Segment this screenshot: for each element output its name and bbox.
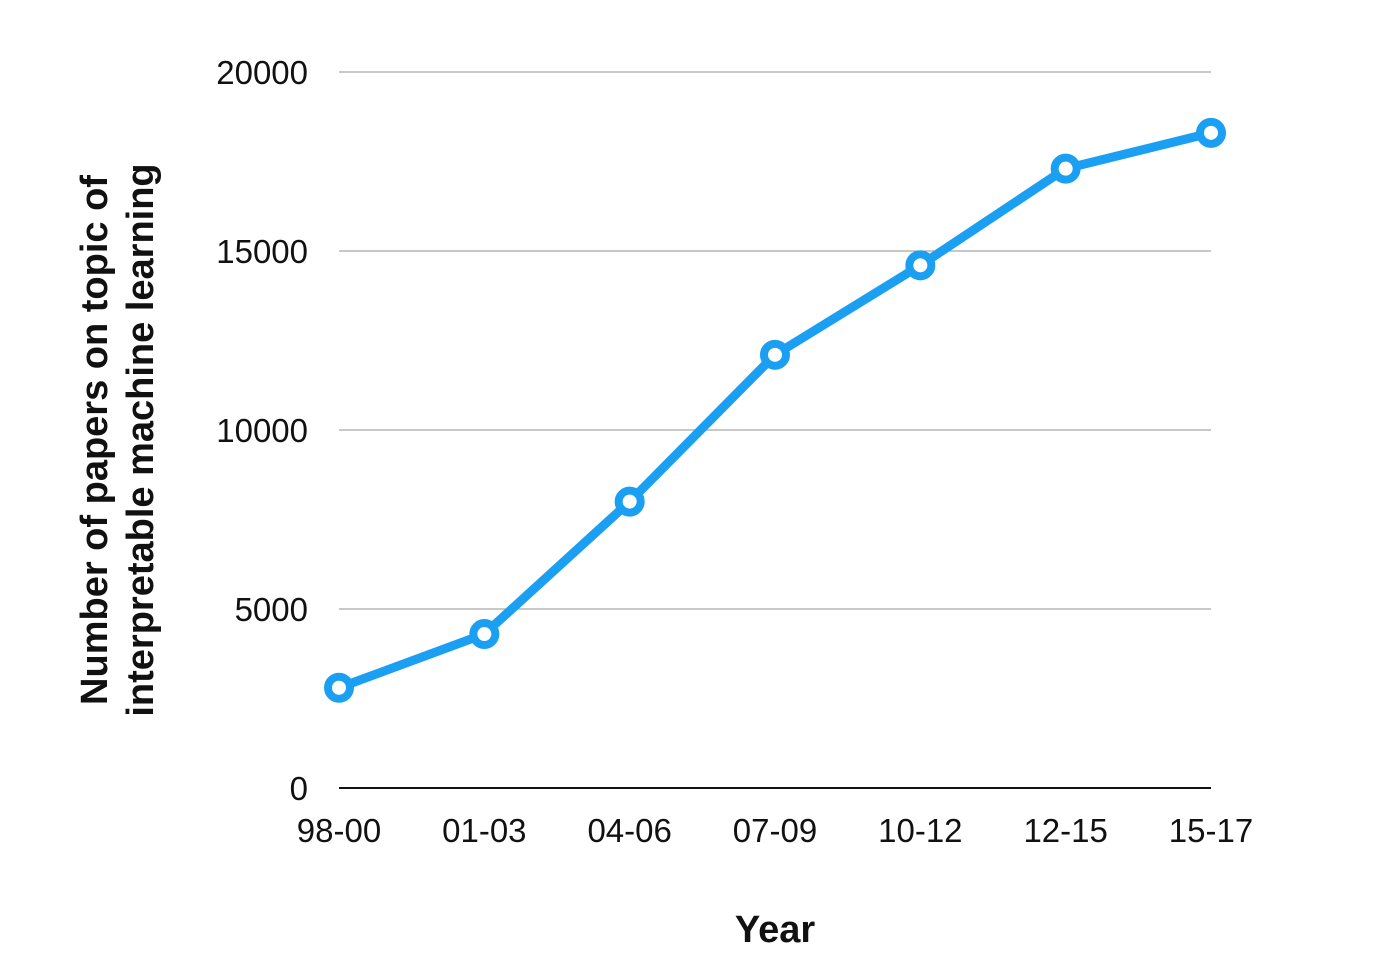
- y-tick-label: 15000: [216, 233, 308, 270]
- data-point: [1196, 117, 1226, 148]
- x-tick-label: 15-17: [1169, 812, 1253, 849]
- data-point: [905, 250, 936, 281]
- x-tick-label: 04-06: [587, 812, 671, 849]
- gridlines: [339, 71, 1211, 789]
- series-line: [334, 128, 1216, 693]
- x-tick-label: 01-03: [442, 812, 526, 849]
- data-point: [324, 672, 354, 703]
- x-axis-ticks: 98-00 01-03 04-06 07-09 10-12 12-15 15-17: [297, 812, 1253, 849]
- data-point: [1050, 153, 1081, 184]
- data-point: [469, 619, 500, 650]
- y-axis-title-line: Number of papers on topic of: [74, 175, 116, 705]
- y-tick-label: 20000: [216, 54, 308, 91]
- y-axis-title: Number of papers on topic of interpretabl…: [74, 163, 162, 716]
- y-tick-label: 0: [290, 770, 308, 807]
- y-tick-label: 10000: [216, 412, 308, 449]
- x-tick-label: 07-09: [733, 812, 817, 849]
- x-tick-label: 12-15: [1023, 812, 1107, 849]
- x-axis-title: Year: [735, 909, 816, 951]
- y-tick-label: 5000: [235, 591, 308, 628]
- y-axis-ticks: 0 5000 10000 15000 20000: [216, 54, 308, 807]
- x-tick-label: 10-12: [878, 812, 962, 849]
- y-axis-title-line: interpretable machine learning: [120, 163, 162, 716]
- x-tick-label: 98-00: [297, 812, 381, 849]
- data-point: [760, 339, 790, 370]
- data-point: [614, 486, 645, 517]
- series-layer: [324, 117, 1226, 703]
